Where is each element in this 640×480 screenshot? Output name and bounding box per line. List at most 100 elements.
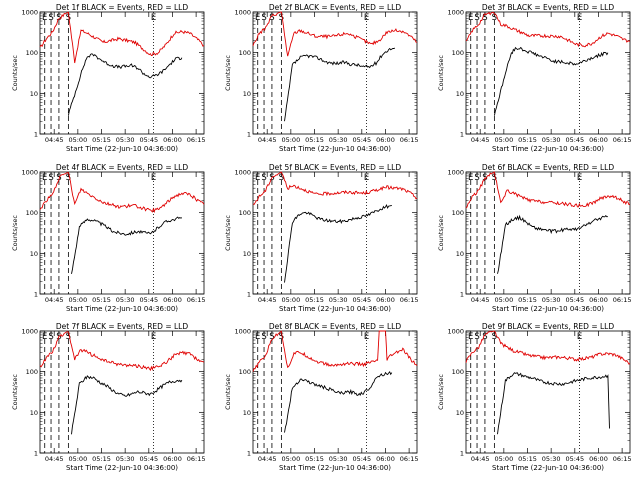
y-axis-label: Counts/sec (11, 55, 19, 91)
y-tick-label: 1000 (447, 328, 464, 336)
y-tick-label: 100 (239, 209, 251, 217)
event-marker-label: S (66, 173, 71, 183)
event-marker-label: S (48, 173, 53, 183)
x-tick-label: 05:15 (518, 455, 537, 463)
x-tick-label: 05:15 (92, 455, 111, 463)
lld-series-line (465, 11, 631, 48)
event-marker-label: S (279, 332, 284, 342)
x-tick-label: 05:00 (68, 136, 87, 144)
detector-plot-4: Det 4f BLACK = Events, RED = LLD 1 10 100 10… (11, 163, 205, 313)
x-axis-label: Start Time (22-Jun-10 04:36:00) (492, 464, 604, 472)
y-tick-label: 1 (247, 131, 251, 139)
x-tick-label: 05:45 (565, 136, 584, 144)
event-marker-label: E (255, 173, 260, 183)
x-tick-label: 04:45 (45, 136, 64, 144)
x-axis-label: Start Time (22-Jun-10 04:36:00) (66, 305, 178, 313)
y-tick-label: 1000 (234, 9, 251, 17)
x-tick-label: 05:15 (305, 296, 324, 304)
x-tick-label: 05:30 (542, 136, 561, 144)
plot-frame (39, 171, 205, 295)
events-series-line (284, 370, 393, 433)
y-tick-label: 1000 (234, 328, 251, 336)
lld-series-line (252, 11, 418, 57)
lld-series-line (252, 330, 418, 372)
event-marker-label: E (468, 13, 473, 23)
x-tick-label: 04:45 (258, 296, 277, 304)
x-axis-label: Start Time (22-Jun-10 04:36:00) (492, 145, 604, 153)
detector-plot-2: Det 2f BLACK = Events, RED = LLD 1 10 100 10… (224, 3, 418, 153)
event-marker-label: E (151, 13, 156, 23)
x-tick-label: 05:00 (281, 455, 300, 463)
event-marker-label: S (279, 173, 284, 183)
plot-frame (39, 11, 205, 135)
lld-series-line (39, 331, 205, 372)
x-tick-label: 05:45 (139, 455, 158, 463)
x-tick-label: 05:00 (494, 455, 513, 463)
x-axis-label: Start Time (22-Jun-10 04:36:00) (279, 305, 391, 313)
event-marker-label: E (255, 13, 260, 23)
x-tick-label: 06:00 (589, 136, 608, 144)
x-tick-label: 04:45 (471, 296, 490, 304)
x-tick-label: 05:00 (281, 296, 300, 304)
event-marker-label: S (474, 173, 479, 183)
x-tick-label: 05:30 (329, 455, 348, 463)
x-tick-label: 05:00 (68, 455, 87, 463)
event-marker-label: E (42, 13, 47, 23)
x-tick-label: 06:00 (376, 136, 395, 144)
x-tick-label: 05:45 (352, 296, 371, 304)
y-tick-label: 10 (456, 250, 464, 258)
y-axis-label: Counts/sec (437, 215, 445, 251)
y-tick-label: 1 (460, 291, 464, 299)
x-tick-label: 06:15 (187, 136, 206, 144)
events-series-line (67, 53, 183, 116)
y-tick-label: 1 (34, 450, 38, 458)
events-series-line (71, 375, 183, 435)
y-tick-label: 100 (26, 209, 38, 217)
plot-title: Det 1f BLACK = Events, RED = LLD (56, 3, 189, 12)
x-tick-label: 06:15 (613, 455, 632, 463)
x-axis-label: Start Time (22-Jun-10 04:36:00) (279, 145, 391, 153)
y-tick-label: 1000 (447, 9, 464, 17)
y-tick-label: 1000 (21, 169, 38, 177)
x-tick-label: 05:30 (116, 455, 135, 463)
plot-frame (252, 171, 418, 295)
x-tick-label: 05:30 (542, 296, 561, 304)
y-tick-label: 1000 (21, 328, 38, 336)
event-marker-label: E (577, 13, 582, 23)
y-axis-label: Counts/sec (437, 374, 445, 410)
y-tick-label: 1000 (234, 169, 251, 177)
plot-frame (39, 330, 205, 454)
events-series-line (493, 46, 609, 116)
x-axis-label: Start Time (22-Jun-10 04:36:00) (66, 464, 178, 472)
x-tick-label: 05:15 (518, 136, 537, 144)
x-tick-label: 05:45 (352, 455, 371, 463)
x-tick-label: 06:00 (589, 296, 608, 304)
y-axis-label: Counts/sec (11, 215, 19, 251)
x-tick-label: 04:45 (471, 136, 490, 144)
events-series-line (284, 204, 392, 283)
detector-plot-1: Det 1f BLACK = Events, RED = LLD 1 10 100 10… (11, 3, 205, 153)
x-tick-label: 05:15 (92, 296, 111, 304)
x-tick-label: 05:30 (329, 296, 348, 304)
x-tick-label: 05:00 (494, 296, 513, 304)
event-marker-label: S (261, 13, 266, 23)
event-marker-label: E (42, 173, 47, 183)
event-marker-label: S (261, 173, 266, 183)
y-tick-label: 10 (456, 409, 464, 417)
y-axis-label: Counts/sec (11, 374, 19, 410)
event-marker-label: E (151, 332, 156, 342)
x-tick-label: 05:15 (92, 136, 111, 144)
plot-title: Det 7f BLACK = Events, RED = LLD (56, 322, 189, 331)
x-tick-label: 06:15 (187, 455, 206, 463)
plot-frame (465, 171, 631, 295)
event-marker-label: S (66, 13, 71, 23)
x-tick-label: 05:00 (68, 296, 87, 304)
y-tick-label: 10 (30, 90, 38, 98)
lld-series-line (465, 330, 631, 365)
lld-series-line (465, 171, 631, 209)
x-tick-label: 05:45 (352, 136, 371, 144)
x-tick-label: 05:30 (116, 136, 135, 144)
plot-title: Det 3f BLACK = Events, RED = LLD (482, 3, 615, 12)
y-tick-label: 1 (247, 291, 251, 299)
x-tick-label: 06:15 (187, 296, 206, 304)
